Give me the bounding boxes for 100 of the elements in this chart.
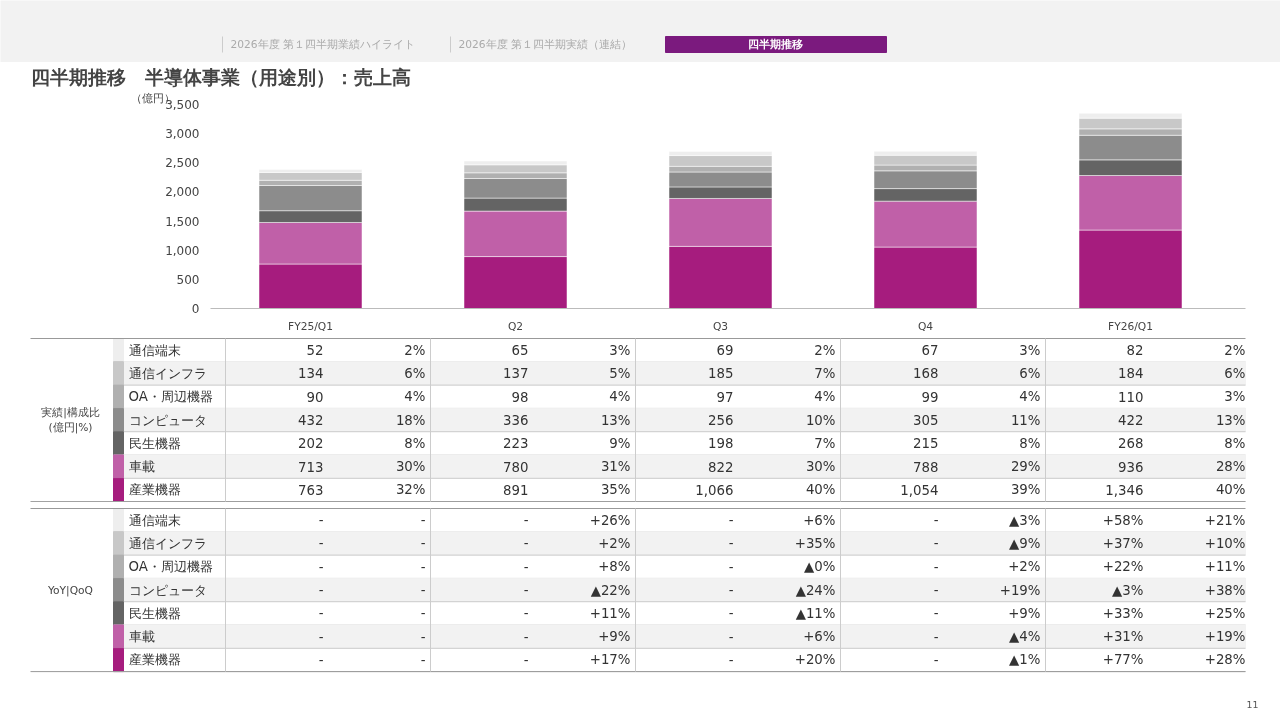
text: 5% — [609, 365, 631, 381]
text: +20% — [794, 652, 836, 668]
text: - — [933, 513, 939, 529]
text: 4% — [814, 389, 836, 405]
text: - — [318, 606, 324, 622]
legend-label: OA・周辺機器 — [128, 389, 213, 405]
x-tick-label: Q2 — [507, 319, 524, 333]
data-label: 422 — [1118, 413, 1144, 429]
text: +28% — [1204, 652, 1246, 668]
text: - — [318, 583, 324, 599]
text: +17% — [589, 652, 631, 668]
text: 32% — [395, 482, 426, 498]
text: - — [933, 536, 939, 552]
text: 通信インフラ — [128, 535, 207, 551]
data-label: 336 — [503, 413, 529, 429]
text: +37% — [1102, 535, 1144, 551]
x-tick-label: FY26/Q1 — [1108, 319, 1153, 333]
text: 35% — [600, 482, 631, 498]
data-label: 168 — [913, 366, 939, 382]
text: - — [728, 536, 734, 552]
text: 18% — [395, 412, 426, 428]
text: YoY|QoQ — [47, 583, 94, 597]
text: ▲24% — [795, 582, 836, 598]
text: - — [728, 513, 734, 529]
text: 13% — [600, 412, 631, 428]
text: ▲3% — [1112, 582, 1144, 598]
data-label: 52 — [306, 343, 324, 359]
text: 8% — [1019, 435, 1041, 451]
data-label: 110 — [1118, 389, 1144, 405]
data-label: 97 — [716, 389, 734, 405]
text: ▲11% — [795, 605, 836, 621]
text: +2% — [598, 535, 631, 551]
text: OA・周辺機器 — [128, 559, 213, 575]
text: - — [728, 583, 734, 599]
data-label: 82 — [1126, 343, 1144, 359]
text: - — [728, 629, 734, 645]
text: - — [728, 559, 734, 575]
x-tick-label: FY25/Q1 — [288, 319, 333, 333]
text: +6% — [803, 629, 836, 645]
text: 39% — [1010, 482, 1041, 498]
text: 7% — [814, 365, 836, 381]
legend-label: 車載 — [128, 459, 155, 475]
data-label: 69 — [716, 343, 734, 359]
text: 2026年度 第１四半期業績ハイライト — [230, 38, 416, 51]
data-label: 184 — [1118, 366, 1144, 382]
text: 4% — [1019, 389, 1041, 405]
data-label: 780 — [503, 459, 529, 475]
text: ▲3% — [1009, 512, 1041, 528]
text: ▲1% — [1009, 652, 1041, 668]
text: - — [523, 536, 529, 552]
text: 30% — [395, 459, 426, 475]
text: +9% — [598, 629, 631, 645]
text: - — [523, 629, 529, 645]
text: - — [933, 606, 939, 622]
data-label: 891 — [503, 482, 529, 498]
text: - — [933, 629, 939, 645]
y-tick-label: 1,000 — [165, 243, 200, 258]
text: +19% — [1204, 629, 1246, 645]
text: 四半期推移 — [748, 38, 803, 51]
text: コンピュータ — [128, 582, 207, 598]
text: 4% — [609, 389, 631, 405]
text: 10% — [805, 412, 836, 428]
data-label: 65 — [511, 343, 529, 359]
text: +21% — [1204, 512, 1246, 528]
y-tick-label: 0 — [191, 302, 200, 316]
text: - — [318, 536, 324, 552]
text: - — [420, 536, 426, 552]
text: 8% — [1224, 435, 1246, 451]
data-label: 67 — [921, 343, 939, 359]
data-label: 1,346 — [1105, 482, 1144, 498]
y-tick-label: 2,500 — [165, 156, 200, 171]
text: 民生機器 — [128, 605, 181, 621]
text: - — [420, 629, 426, 645]
text: 2% — [1224, 342, 1246, 358]
text: - — [318, 629, 324, 645]
text: 11% — [1010, 412, 1041, 428]
text: 31% — [600, 459, 631, 475]
text: +11% — [1204, 559, 1246, 575]
text: 実績|構成比 (億円|%) — [41, 405, 100, 435]
text: 7% — [814, 435, 836, 451]
text: +31% — [1102, 629, 1144, 645]
text: 11 — [1246, 699, 1259, 710]
text: 2% — [814, 342, 836, 358]
text: - — [933, 652, 939, 668]
x-tick-label: Q3 — [712, 319, 729, 333]
text: +26% — [589, 512, 631, 528]
y-tick-label: 2,000 — [165, 185, 200, 200]
text: +58% — [1102, 512, 1144, 528]
text: - — [933, 559, 939, 575]
text: +25% — [1204, 605, 1246, 621]
legend-label: 民生機器 — [128, 435, 181, 451]
text: - — [318, 559, 324, 575]
legend-label: 産業機器 — [128, 482, 181, 498]
text: - — [728, 606, 734, 622]
text: 30% — [805, 459, 836, 475]
text: 6% — [1224, 365, 1246, 381]
text: +11% — [589, 605, 631, 621]
text: - — [728, 652, 734, 668]
text: - — [523, 606, 529, 622]
text: ▲22% — [590, 582, 631, 598]
